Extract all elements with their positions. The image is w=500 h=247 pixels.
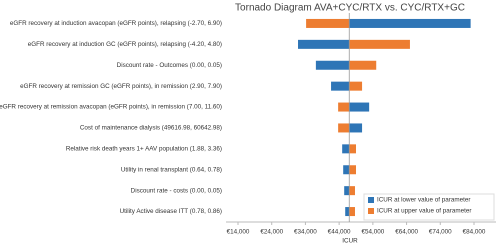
- y-tick-label: eGFR recovery at induction avacopan (eGF…: [10, 20, 222, 27]
- legend-swatch: [368, 208, 374, 214]
- y-tick-label: Utility in renal transplant (0.64, 0.78): [121, 166, 222, 173]
- x-tick-label: €84,000: [463, 229, 486, 236]
- bar: [331, 81, 350, 91]
- chart-title: Tornado Diagram AVA+CYC/RTX vs. CYC/RTX+…: [235, 3, 465, 14]
- bar: [345, 207, 350, 217]
- x-tick-label: €54,000: [361, 229, 384, 236]
- bar: [349, 39, 410, 49]
- legend-box: [363, 193, 495, 221]
- bar: [349, 186, 355, 196]
- y-tick-label: Discount rate - Outcomes (0.00, 0.05): [117, 62, 222, 69]
- y-tick-label: eGFR recovery at remission GC (eGFR poin…: [20, 83, 222, 90]
- bar: [315, 60, 350, 70]
- bar: [349, 207, 355, 217]
- bar: [349, 165, 356, 175]
- x-tick-label: €64,000: [395, 229, 418, 236]
- bar: [349, 144, 356, 154]
- bar: [298, 39, 350, 49]
- bar: [306, 18, 350, 28]
- y-tick-label: Cost of maintenance dialysis (49616.98, …: [80, 125, 222, 132]
- x-tick-label: €44,000: [328, 229, 351, 236]
- bar: [349, 18, 471, 28]
- y-tick-label: Utility Active disease ITT (0.78, 0.86): [120, 208, 222, 215]
- bar: [338, 123, 350, 133]
- bar: [338, 102, 350, 112]
- bar: [344, 186, 350, 196]
- legend-label: ICUR at lower value of parameter: [377, 197, 470, 204]
- legend-swatch: [368, 197, 374, 203]
- bar: [349, 102, 370, 112]
- bar: [349, 123, 363, 133]
- y-tick-label: eGFR recovery at induction GC (eGFR poin…: [28, 41, 222, 48]
- x-tick-label: €24,000: [260, 229, 283, 236]
- x-tick-label: €14,000: [227, 229, 250, 236]
- legend-label: ICUR at upper value of parameter: [377, 208, 472, 215]
- y-tick-label: eGFR recovery at remission avacopan (eGF…: [0, 104, 222, 111]
- x-axis-title: ICUR: [342, 238, 358, 245]
- y-tick-label: Discount rate - costs (0.00, 0.05): [131, 187, 222, 194]
- bar: [342, 144, 350, 154]
- bar: [349, 81, 363, 91]
- bar: [349, 60, 377, 70]
- x-tick-label: €34,000: [294, 229, 317, 236]
- y-tick-label: Relative risk death years 1+ AAV populat…: [66, 146, 222, 153]
- bar: [343, 165, 350, 175]
- x-tick-label: €74,000: [429, 229, 452, 236]
